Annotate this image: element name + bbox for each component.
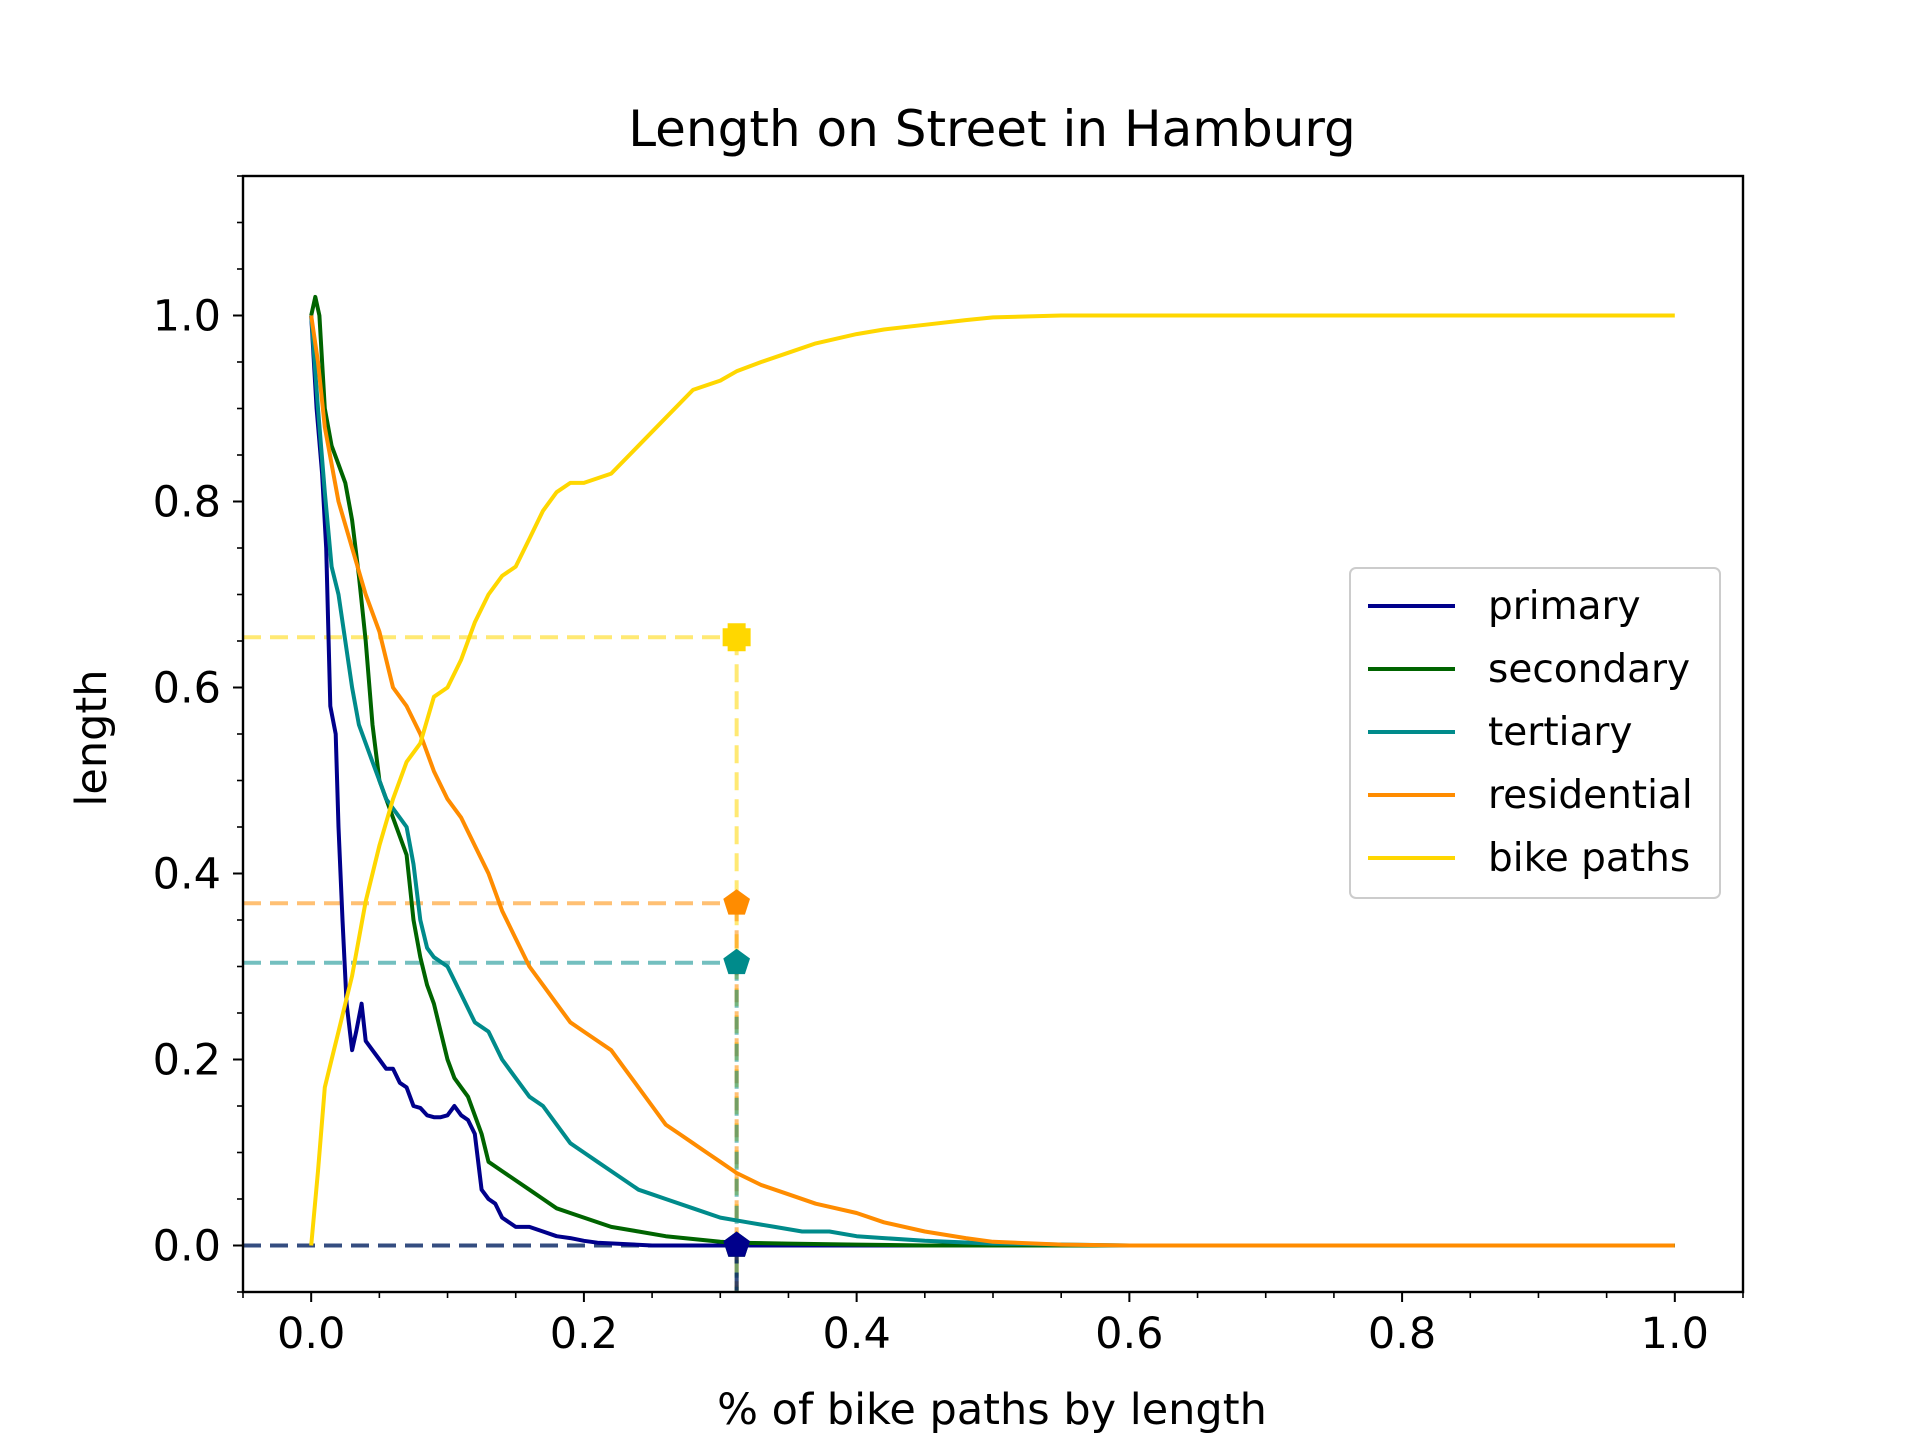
marker-bike-paths <box>722 623 751 652</box>
series-line-bike-paths <box>309 313 1675 1246</box>
x-tick-label: 0.2 <box>550 1309 618 1359</box>
legend-label-bike-paths: bike paths <box>1488 836 1690 881</box>
y-tick-label: 0.2 <box>153 1036 221 1086</box>
legend-label-secondary: secondary <box>1488 647 1690 692</box>
marker-tertiary <box>723 948 750 975</box>
legend-item-bike-paths: bike paths <box>1368 836 1690 881</box>
series-line-tertiary <box>309 315 1675 1248</box>
legend-item-primary: primary <box>1368 584 1641 629</box>
x-tick-label: 0.4 <box>822 1309 890 1359</box>
y-tick-label: 0.4 <box>153 850 221 900</box>
legend: primary secondary tertiary residential bike … <box>1349 567 1721 899</box>
y-tick-label: 0.6 <box>153 664 221 714</box>
y-tick-label: 1.0 <box>153 292 221 342</box>
legend-label-primary: primary <box>1488 584 1641 629</box>
x-tick-label: 1.0 <box>1641 1309 1709 1359</box>
series-line-residential <box>309 315 1675 1248</box>
y-tick-label: 0.8 <box>153 478 221 528</box>
x-axis-ticks: 0.0 0.2 0.4 0.6 0.8 1.0 <box>242 1292 1744 1359</box>
y-tick-label: 0.0 <box>153 1222 221 1272</box>
x-tick-label: 0.0 <box>277 1309 345 1359</box>
legend-item-secondary: secondary <box>1368 647 1690 692</box>
legend-label-residential: residential <box>1488 773 1693 818</box>
y-axis-label: length <box>67 669 117 806</box>
legend-item-tertiary: tertiary <box>1368 710 1632 755</box>
marker-residential <box>723 889 750 915</box>
highlight-markers <box>722 623 751 1257</box>
series-lines <box>309 294 1675 1248</box>
legend-item-residential: residential <box>1368 773 1693 818</box>
series-line-primary <box>309 315 1675 1248</box>
x-axis-label: % of bike paths by length <box>717 1385 1267 1435</box>
x-tick-label: 0.8 <box>1368 1309 1436 1359</box>
legend-label-tertiary: tertiary <box>1488 710 1632 755</box>
chart-title: Length on Street in Hamburg <box>628 100 1356 158</box>
y-axis-ticks: 0.0 0.2 0.4 0.6 0.8 1.0 <box>153 175 243 1293</box>
x-tick-label: 0.6 <box>1095 1309 1163 1359</box>
legend-box <box>1349 567 1721 899</box>
marker-primary <box>723 1231 750 1257</box>
